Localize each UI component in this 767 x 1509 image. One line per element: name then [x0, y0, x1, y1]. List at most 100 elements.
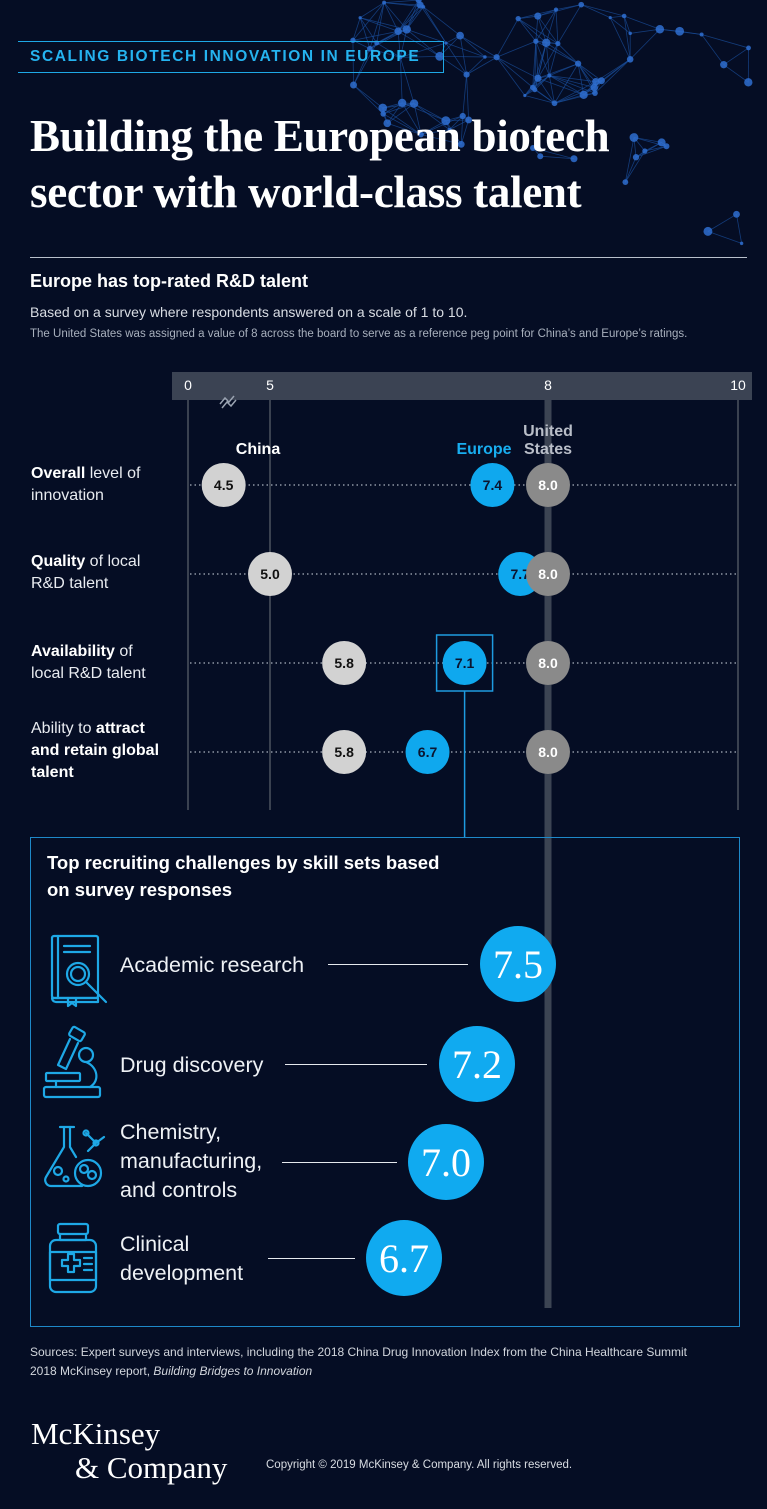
network-link — [382, 107, 422, 135]
row-label-bold: Quality — [31, 553, 86, 570]
challenge-leader-line — [268, 1258, 355, 1259]
sources-text: 2018 McKinsey report, — [30, 1364, 154, 1378]
china-value-label: 5.8 — [334, 744, 354, 760]
challenge-label-line: development — [120, 1261, 244, 1285]
vertical-gridline — [269, 400, 271, 810]
network-link — [353, 48, 371, 86]
china-point — [248, 552, 292, 596]
network-node — [578, 1, 585, 8]
network-node — [592, 90, 598, 96]
network-link — [406, 4, 421, 30]
row-label-rest: of local — [85, 553, 141, 570]
network-node — [663, 143, 670, 150]
network-link — [445, 42, 486, 58]
network-link — [420, 134, 462, 145]
network-link — [557, 43, 579, 64]
row-label-overall: Overall level of innovation — [31, 463, 140, 507]
network-link — [420, 115, 463, 135]
network-node — [622, 179, 629, 186]
network-link — [353, 84, 384, 115]
challenge-leader-line — [282, 1162, 397, 1163]
network-node — [570, 155, 578, 163]
network-link — [359, 17, 378, 44]
network-node — [523, 93, 527, 98]
challenge-value-label: 7.2 — [452, 1042, 502, 1087]
us-value-label: 8.0 — [538, 744, 558, 760]
challenge-leader-line — [285, 1064, 427, 1065]
network-link — [369, 48, 401, 58]
challenges-title: Top recruiting challenges by skill sets … — [47, 849, 507, 903]
network-link — [557, 4, 582, 44]
network-link — [449, 119, 469, 131]
network-link — [496, 56, 526, 96]
network-node — [378, 103, 388, 113]
challenge-value-label: 6.7 — [379, 1236, 429, 1281]
network-node — [657, 138, 666, 147]
network-node — [608, 16, 612, 20]
row-label-bold: and retain global — [31, 742, 160, 759]
network-link — [701, 34, 725, 65]
challenge-value-bubble — [366, 1220, 442, 1296]
row-label-pre: Ability to — [31, 720, 96, 737]
network-link — [445, 42, 467, 75]
row-label-line2: local R&D talent — [31, 665, 146, 682]
europe-point — [442, 641, 487, 685]
network-link — [406, 6, 424, 30]
network-node — [515, 16, 521, 22]
network-node — [555, 40, 561, 47]
challenge-value-label: 7.0 — [421, 1140, 471, 1185]
challenge-label-academic-research: Academic research — [120, 951, 304, 980]
network-link — [386, 102, 403, 124]
network-link — [420, 129, 450, 135]
network-node — [703, 226, 713, 236]
axis-header-band — [172, 372, 752, 400]
network-link — [517, 18, 559, 44]
row-label-bold: Overall — [31, 465, 86, 482]
network-node — [463, 71, 470, 78]
network-link — [496, 40, 536, 58]
network-link — [546, 42, 579, 64]
network-link — [352, 30, 399, 41]
europe-point — [470, 463, 515, 507]
logo-line-1: McKinsey — [31, 1416, 161, 1451]
europe-value-label: 7.7 — [510, 566, 530, 582]
network-link — [624, 15, 660, 30]
vertical-gridline — [737, 400, 739, 810]
china-value-label: 5.0 — [260, 566, 280, 582]
network-link — [581, 4, 611, 18]
network-link — [383, 113, 422, 135]
network-link — [554, 81, 596, 104]
network-node — [409, 99, 419, 108]
network-link — [549, 75, 596, 94]
network-node — [551, 100, 558, 107]
network-link — [402, 102, 446, 122]
network-node — [579, 90, 588, 99]
us-reference-line — [544, 400, 552, 1308]
network-link — [460, 116, 464, 145]
network-link — [635, 145, 667, 158]
network-node — [465, 116, 473, 124]
row-label-line2: R&D talent — [31, 575, 109, 592]
challenge-value-bubble — [439, 1026, 515, 1102]
network-node — [746, 45, 751, 51]
network-link — [496, 56, 534, 88]
challenge-label-clinical-development: Clinical development — [120, 1230, 243, 1288]
network-node — [402, 25, 411, 34]
network-node — [459, 112, 466, 120]
us-value-label: 8.0 — [538, 566, 558, 582]
network-link — [549, 75, 595, 88]
network-link — [625, 150, 646, 183]
challenge-label-line: Chemistry, — [120, 1120, 222, 1144]
network-link — [540, 155, 575, 160]
row-label-quality: Quality of local R&D talent — [31, 551, 140, 595]
kicker-label: SCALING BIOTECH INNOVATION IN EUROPE — [18, 41, 444, 73]
network-link — [623, 15, 631, 34]
sources-line-2: 2018 McKinsey report, Building Bridges t… — [30, 1362, 730, 1381]
network-node — [447, 127, 452, 132]
row-label-line2: innovation — [31, 487, 104, 504]
network-link — [439, 56, 467, 75]
network-node — [744, 78, 753, 87]
network-node — [592, 78, 600, 86]
tick-label: 0 — [184, 377, 192, 393]
network-link — [594, 59, 631, 94]
